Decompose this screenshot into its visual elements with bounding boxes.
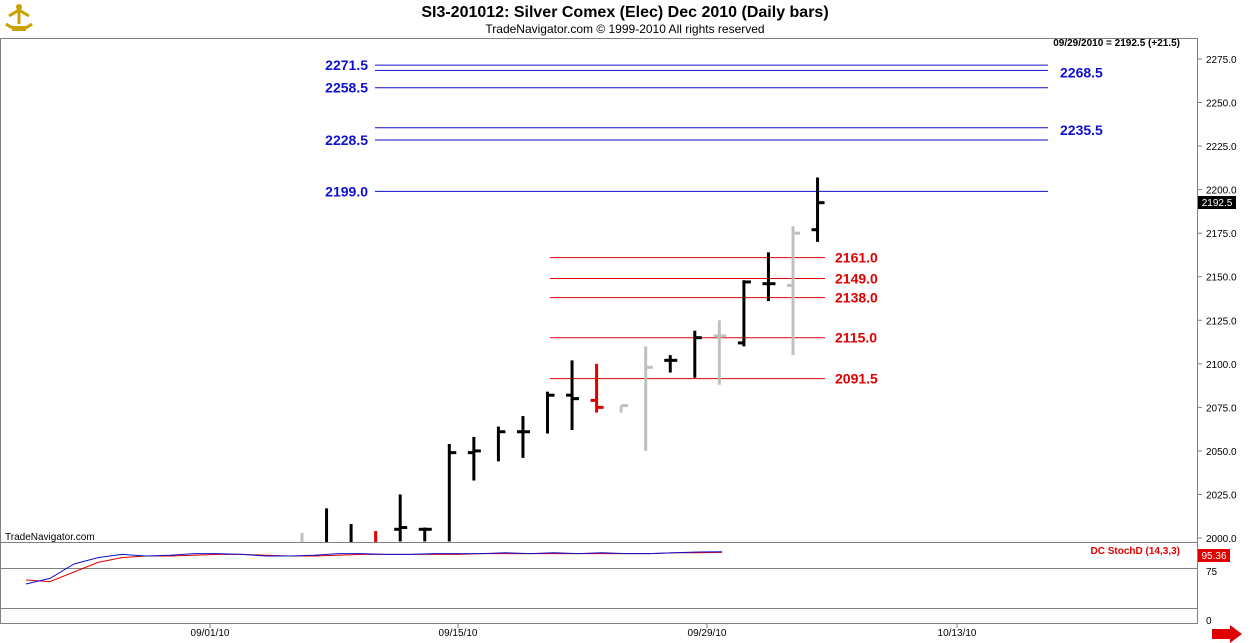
support-label: 2091.5 bbox=[835, 371, 878, 387]
scroll-right-arrow-icon[interactable] bbox=[1212, 625, 1242, 643]
price-bar bbox=[811, 177, 825, 242]
resistance-label: 2271.5 bbox=[325, 57, 368, 73]
status-text: 09/29/2010 = 2192.5 (+21.5) bbox=[1053, 38, 1180, 49]
indicator-tick-0: 0 bbox=[1206, 616, 1212, 627]
x-axis: 09/01/10 09/15/10 09/29/10 10/13/10 bbox=[191, 624, 977, 639]
resistance-label: 2199.0 bbox=[325, 183, 368, 199]
y-tick-label: 2275.0 bbox=[1206, 55, 1237, 66]
y-tick-label: 2075.0 bbox=[1206, 403, 1237, 414]
price-bar bbox=[418, 527, 432, 542]
price-bar bbox=[590, 363, 604, 413]
y-tick-label: 2125.0 bbox=[1206, 316, 1237, 327]
price-bar bbox=[619, 404, 629, 413]
y-axis: 2000.0 2025.0 2050.0 2075.0 2100.0 2125.0 2150… bbox=[1197, 55, 1237, 545]
indicator-value-label: 95.36 bbox=[1201, 551, 1226, 562]
price-bar bbox=[644, 346, 653, 451]
y-tick-label: 2050.0 bbox=[1206, 447, 1237, 458]
price-bar bbox=[496, 426, 506, 462]
y-tick-label: 2150.0 bbox=[1206, 273, 1237, 284]
support-label: 2138.0 bbox=[835, 290, 878, 306]
x-tick-label: 09/15/10 bbox=[439, 628, 478, 639]
stoch-d-line bbox=[25, 551, 723, 583]
y-tick-label: 2225.0 bbox=[1206, 142, 1237, 153]
support-label: 2115.0 bbox=[835, 330, 877, 346]
last-price-label: 2192.5 bbox=[1202, 198, 1233, 209]
price-bar bbox=[546, 391, 555, 434]
price-bar bbox=[394, 494, 408, 542]
resistance-label: 2228.5 bbox=[325, 132, 368, 148]
x-tick-label: 09/29/10 bbox=[688, 628, 727, 639]
price-bar bbox=[737, 280, 751, 347]
price-bar bbox=[516, 416, 530, 458]
y-tick-label: 2025.0 bbox=[1206, 490, 1237, 501]
price-bar bbox=[787, 226, 800, 356]
chart-title: SI3-201012: Silver Comex (Elec) Dec 2010… bbox=[421, 4, 828, 21]
price-bar bbox=[447, 443, 457, 542]
price-bar bbox=[566, 360, 580, 431]
trader-logo-icon[interactable] bbox=[4, 3, 34, 35]
indicator-label: DC StochD (14,3,3) bbox=[1091, 546, 1180, 557]
price-bar bbox=[762, 252, 776, 302]
x-tick-label: 09/01/10 bbox=[191, 628, 230, 639]
y-tick-label: 2200.0 bbox=[1206, 186, 1237, 197]
watermark-text: TradeNavigator.com bbox=[5, 532, 95, 543]
indicator-tick-75: 75 bbox=[1206, 567, 1218, 578]
price-bars bbox=[300, 177, 825, 542]
resistance-label: 2268.5 bbox=[1060, 64, 1103, 80]
copyright-text: TradeNavigator.com © 1999-2010 All right… bbox=[485, 22, 764, 36]
price-bar bbox=[467, 436, 481, 481]
y-tick-label: 2175.0 bbox=[1206, 229, 1237, 240]
level-lines: 2271.5 2268.5 2258.5 2235.5 2228.5 2199.0 2161… bbox=[325, 57, 1103, 387]
indicator-value-tag bbox=[1198, 549, 1230, 562]
stoch-k-line bbox=[25, 551, 723, 585]
price-bar bbox=[713, 320, 727, 385]
y-tick-label: 2100.0 bbox=[1206, 360, 1237, 371]
last-price-tag bbox=[1198, 196, 1236, 209]
x-tick-label: 10/13/10 bbox=[938, 628, 977, 639]
support-label: 2149.0 bbox=[835, 270, 878, 286]
y-tick-label: 2250.0 bbox=[1206, 99, 1237, 110]
price-pane bbox=[0, 38, 1198, 543]
support-label: 2161.0 bbox=[835, 250, 878, 266]
price-bar bbox=[664, 355, 678, 373]
resistance-label: 2258.5 bbox=[325, 80, 368, 96]
resistance-label: 2235.5 bbox=[1060, 122, 1103, 138]
price-bar bbox=[693, 330, 702, 378]
y-tick-label: 2000.0 bbox=[1206, 534, 1237, 545]
